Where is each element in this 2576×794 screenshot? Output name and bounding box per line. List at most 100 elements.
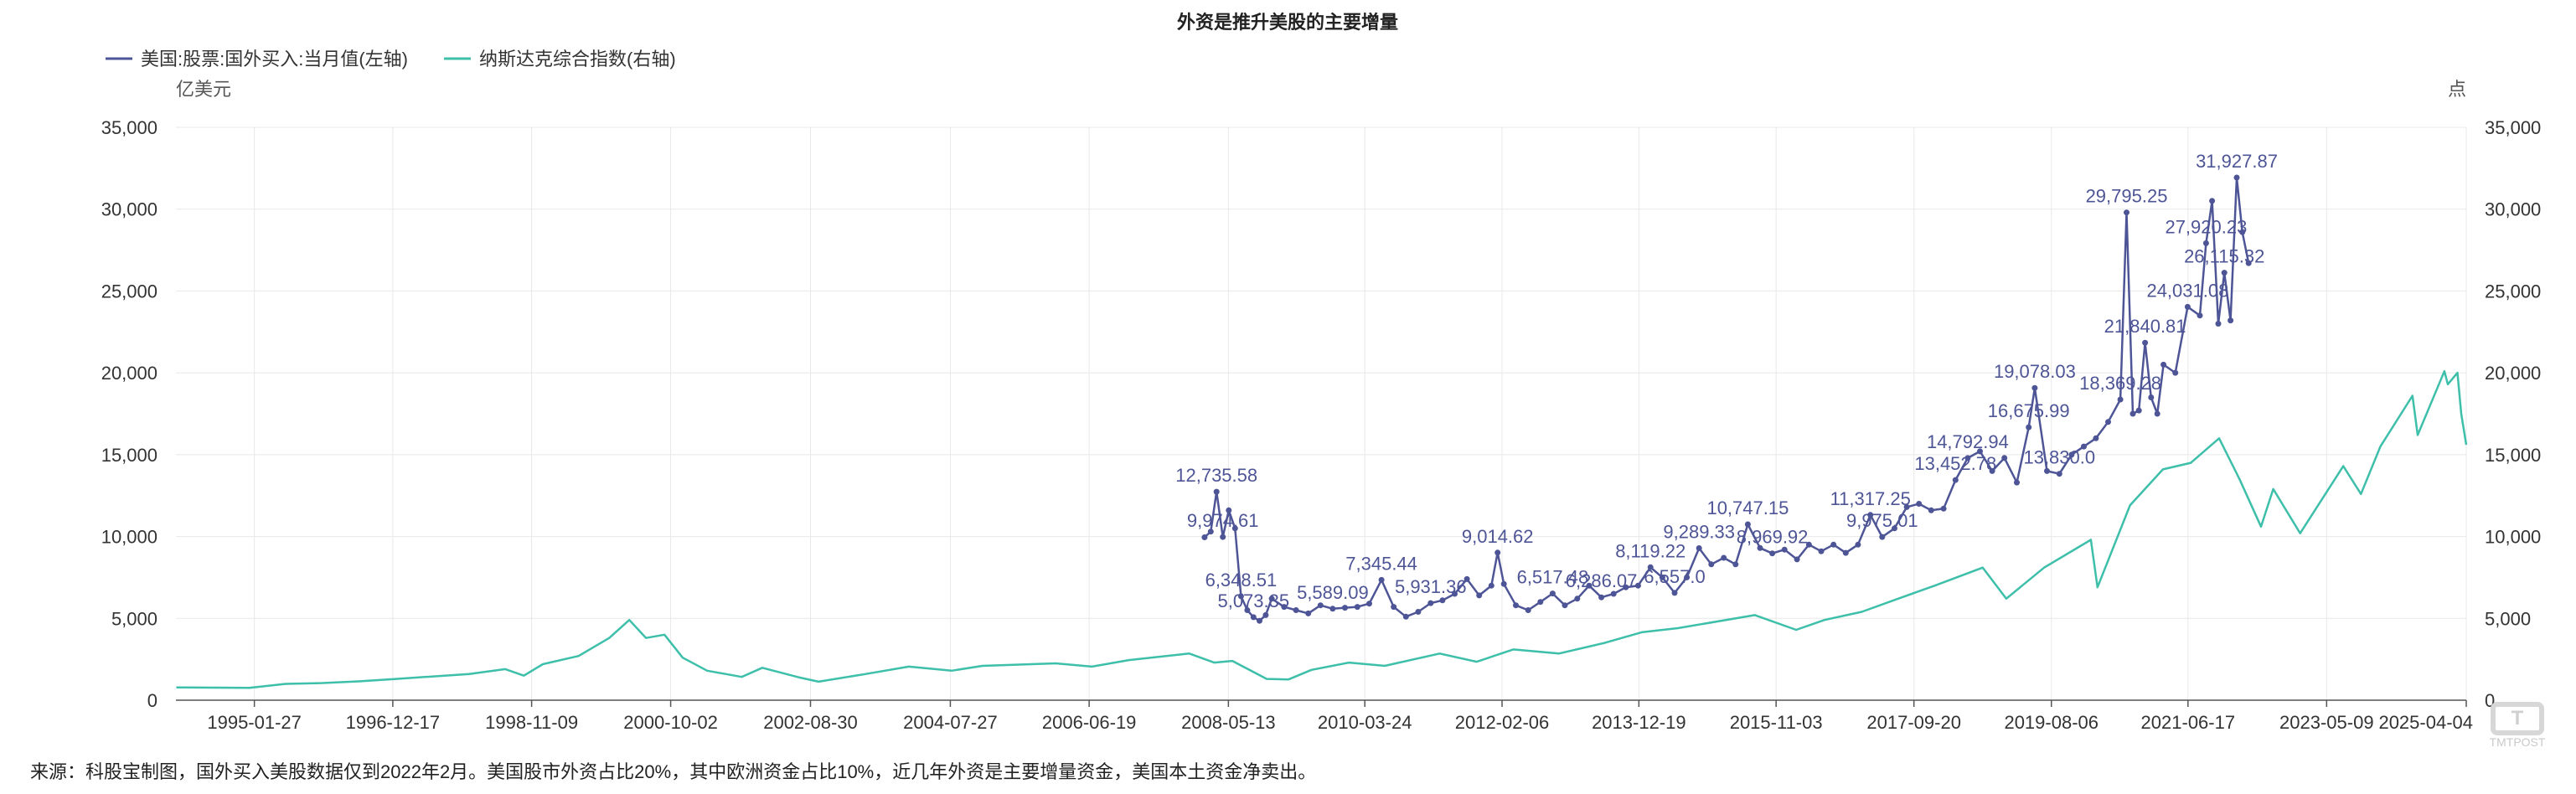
y-left-tick-label: 30,000	[101, 199, 157, 220]
x-tick-label: 1998-11-09	[485, 712, 578, 733]
foreign-buying-point	[1525, 607, 1531, 613]
legend-item-nasdaq[interactable]: 纳斯达克综合指数(右轴)	[444, 49, 676, 70]
foreign-buying-point	[2135, 407, 2142, 414]
foreign-buying-point	[1940, 505, 1947, 512]
foreign-buying-point	[2160, 361, 2167, 368]
data-label: 27,920.23	[2165, 216, 2247, 237]
data-label: 6,348.51	[1205, 570, 1278, 590]
data-label: 5,589.09	[1297, 582, 1369, 603]
foreign-buying-point	[1781, 546, 1788, 553]
foreign-buying-point	[1415, 609, 1422, 615]
watermark-logo: T TMTPOST	[2474, 702, 2561, 762]
foreign-buying-point	[2172, 369, 2179, 376]
y-right-unit: 点	[2448, 79, 2466, 100]
foreign-buying-point	[2228, 317, 2234, 324]
y-left-tick-label: 0	[147, 690, 157, 711]
y-left-tick-label: 5,000	[111, 608, 157, 629]
foreign-buying-point	[1342, 605, 1348, 611]
data-label: 10,747.15	[1706, 498, 1789, 518]
foreign-buying-point	[2117, 396, 2124, 403]
y-right-tick-label: 35,000	[2485, 117, 2541, 138]
data-label: 19,078.03	[1994, 361, 2076, 382]
foreign-buying-point	[2245, 260, 2252, 266]
nasdaq-line	[176, 369, 2468, 689]
foreign-buying-point	[1598, 594, 1605, 601]
data-label: 14,792.94	[1927, 431, 2009, 452]
foreign-buying-point	[1226, 507, 1232, 513]
foreign-buying-point	[2093, 435, 2099, 441]
data-label: 8,969.92	[1737, 527, 1809, 548]
foreign-buying-point	[1757, 544, 1763, 551]
data-label: 13,830.0	[2023, 447, 2095, 468]
y-left-tick-label: 25,000	[101, 281, 157, 302]
foreign-buying-point	[1928, 507, 1934, 513]
x-tick-label: 2010-03-24	[1318, 712, 1412, 733]
y-right-tick-label: 25,000	[2485, 281, 2541, 302]
foreign-buying-point	[1427, 600, 1434, 606]
foreign-buying-point	[2221, 270, 2228, 276]
foreign-buying-point	[2105, 419, 2111, 425]
foreign-buying-point	[2209, 198, 2216, 204]
legend-item-foreign[interactable]: 美国:股票:国外买入:当月值(左轴)	[106, 49, 408, 70]
x-tick-label: 2015-11-03	[1730, 712, 1823, 733]
legend-label-foreign: 美国:股票:国外买入:当月值(左轴)	[141, 49, 408, 70]
foreign-buying-point	[1634, 582, 1641, 589]
foreign-buying-point	[1220, 534, 1226, 540]
y-left-tick-label: 35,000	[101, 117, 157, 138]
y-right-tick-label: 5,000	[2485, 608, 2531, 629]
y-left-tick-label: 20,000	[101, 363, 157, 384]
watermark-icon: T	[2491, 702, 2544, 735]
foreign-buying-point	[1769, 550, 1776, 557]
source-note: 来源：科股宝制图，国外买入美股数据仅到2022年2月。美国股市外资占比20%，其…	[30, 761, 1317, 782]
foreign-buying-point	[1354, 604, 1360, 611]
foreign-buying-point	[2142, 339, 2149, 346]
data-label: 12,735.58	[1175, 465, 1257, 486]
data-label: 9,014.62	[1462, 526, 1534, 547]
foreign-buying-point	[1464, 575, 1470, 582]
x-tick-label: 2008-05-13	[1181, 712, 1276, 733]
foreign-buying-point	[2197, 312, 2203, 319]
foreign-buying-point	[1439, 597, 1446, 604]
foreign-buying-point	[1513, 602, 1519, 609]
foreign-buying-point	[1250, 614, 1257, 621]
foreign-buying-point	[2202, 240, 2209, 246]
foreign-buying-point	[1855, 541, 1861, 548]
foreign-buying-point	[1452, 590, 1458, 597]
foreign-buying-point	[1684, 574, 1691, 580]
foreign-buying-point	[1903, 503, 1910, 510]
foreign-buying-point	[1231, 525, 1238, 532]
data-label: 5,931.36	[1395, 576, 1467, 597]
foreign-buying-point	[2001, 455, 2008, 461]
foreign-buying-point	[1586, 582, 1593, 589]
y-right-tick-label: 15,000	[2485, 445, 2541, 466]
x-tick-label: 2000-10-02	[623, 712, 718, 733]
data-label: 7,345.44	[1345, 553, 1417, 574]
foreign-buying-point	[2014, 479, 2020, 486]
foreign-buying-point	[1744, 521, 1751, 528]
watermark-text: TMTPOST	[2489, 735, 2546, 749]
y-left-tick-label: 15,000	[101, 445, 157, 466]
foreign-buying-point	[1391, 604, 1397, 611]
foreign-buying-point	[1329, 606, 1336, 612]
foreign-buying-point	[1500, 580, 1507, 587]
data-labels: 12,735.58 9,974.61 6,348.515,073.35 5,589.0…	[1175, 151, 2278, 611]
data-label: 18,369.28	[2079, 373, 2161, 394]
foreign-buying-point	[1610, 590, 1617, 597]
data-label: 21,840.81	[2104, 316, 2186, 337]
foreign-buying-point	[1207, 528, 1214, 535]
foreign-buying-point	[1317, 602, 1324, 609]
foreign-buying-point	[2233, 174, 2240, 181]
foreign-buying-point	[1842, 549, 1849, 556]
x-tick-label: 2002-08-30	[763, 712, 858, 733]
x-tick-label: 2006-06-19	[1042, 712, 1137, 733]
foreign-buying-point	[1952, 477, 1959, 483]
foreign-buying-point	[1574, 596, 1581, 602]
foreign-buying-point	[1476, 592, 1483, 599]
foreign-buying-point	[1537, 599, 1544, 606]
foreign-buying-point	[2044, 467, 2050, 474]
x-tick-label: 2019-08-06	[2004, 712, 2098, 733]
foreign-buying-point	[1708, 561, 1715, 568]
x-tick-label: 1996-12-17	[346, 712, 441, 733]
legend[interactable]: 美国:股票:国外买入:当月值(左轴) 纳斯达克综合指数(右轴)	[106, 49, 676, 70]
foreign-buying-point	[1916, 501, 1923, 507]
